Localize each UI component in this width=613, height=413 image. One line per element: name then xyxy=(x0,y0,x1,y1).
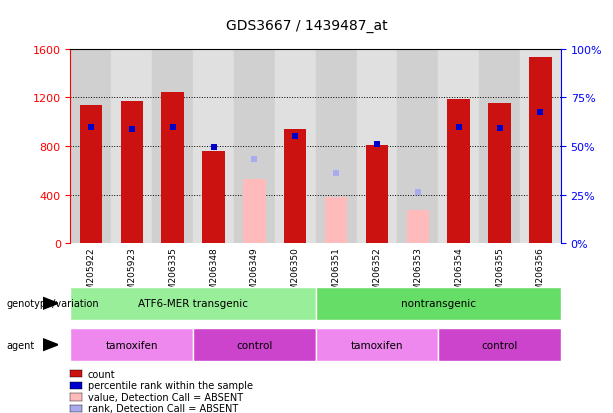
Bar xyxy=(479,50,520,244)
Bar xyxy=(80,105,102,244)
Bar xyxy=(202,152,225,244)
Bar xyxy=(70,50,112,244)
Text: control: control xyxy=(236,340,273,350)
Bar xyxy=(284,130,306,244)
Text: value, Detection Call = ABSENT: value, Detection Call = ABSENT xyxy=(88,392,243,402)
Polygon shape xyxy=(43,298,58,309)
Bar xyxy=(489,104,511,244)
Text: control: control xyxy=(481,340,518,350)
Text: tamoxifen: tamoxifen xyxy=(351,340,403,350)
Bar xyxy=(121,102,143,244)
Bar xyxy=(406,211,429,244)
Bar xyxy=(316,50,357,244)
Text: nontransgenic: nontransgenic xyxy=(401,299,476,309)
Text: genotype/variation: genotype/variation xyxy=(6,299,99,309)
Bar xyxy=(275,50,316,244)
Bar xyxy=(520,50,561,244)
Bar xyxy=(161,93,184,244)
Text: percentile rank within the sample: percentile rank within the sample xyxy=(88,380,253,390)
Bar xyxy=(325,197,348,244)
Bar xyxy=(447,99,470,244)
Bar xyxy=(529,58,552,244)
Bar xyxy=(438,50,479,244)
Text: count: count xyxy=(88,369,115,379)
Bar xyxy=(397,50,438,244)
Bar xyxy=(193,50,234,244)
Bar xyxy=(234,50,275,244)
Bar xyxy=(357,50,397,244)
Bar xyxy=(366,145,388,244)
Text: ATF6-MER transgenic: ATF6-MER transgenic xyxy=(138,299,248,309)
Text: rank, Detection Call = ABSENT: rank, Detection Call = ABSENT xyxy=(88,404,238,413)
Text: agent: agent xyxy=(6,340,34,350)
Text: GDS3667 / 1439487_at: GDS3667 / 1439487_at xyxy=(226,19,387,33)
Bar xyxy=(152,50,193,244)
Polygon shape xyxy=(43,339,58,351)
Text: tamoxifen: tamoxifen xyxy=(105,340,158,350)
Bar xyxy=(243,179,265,244)
Bar xyxy=(112,50,152,244)
